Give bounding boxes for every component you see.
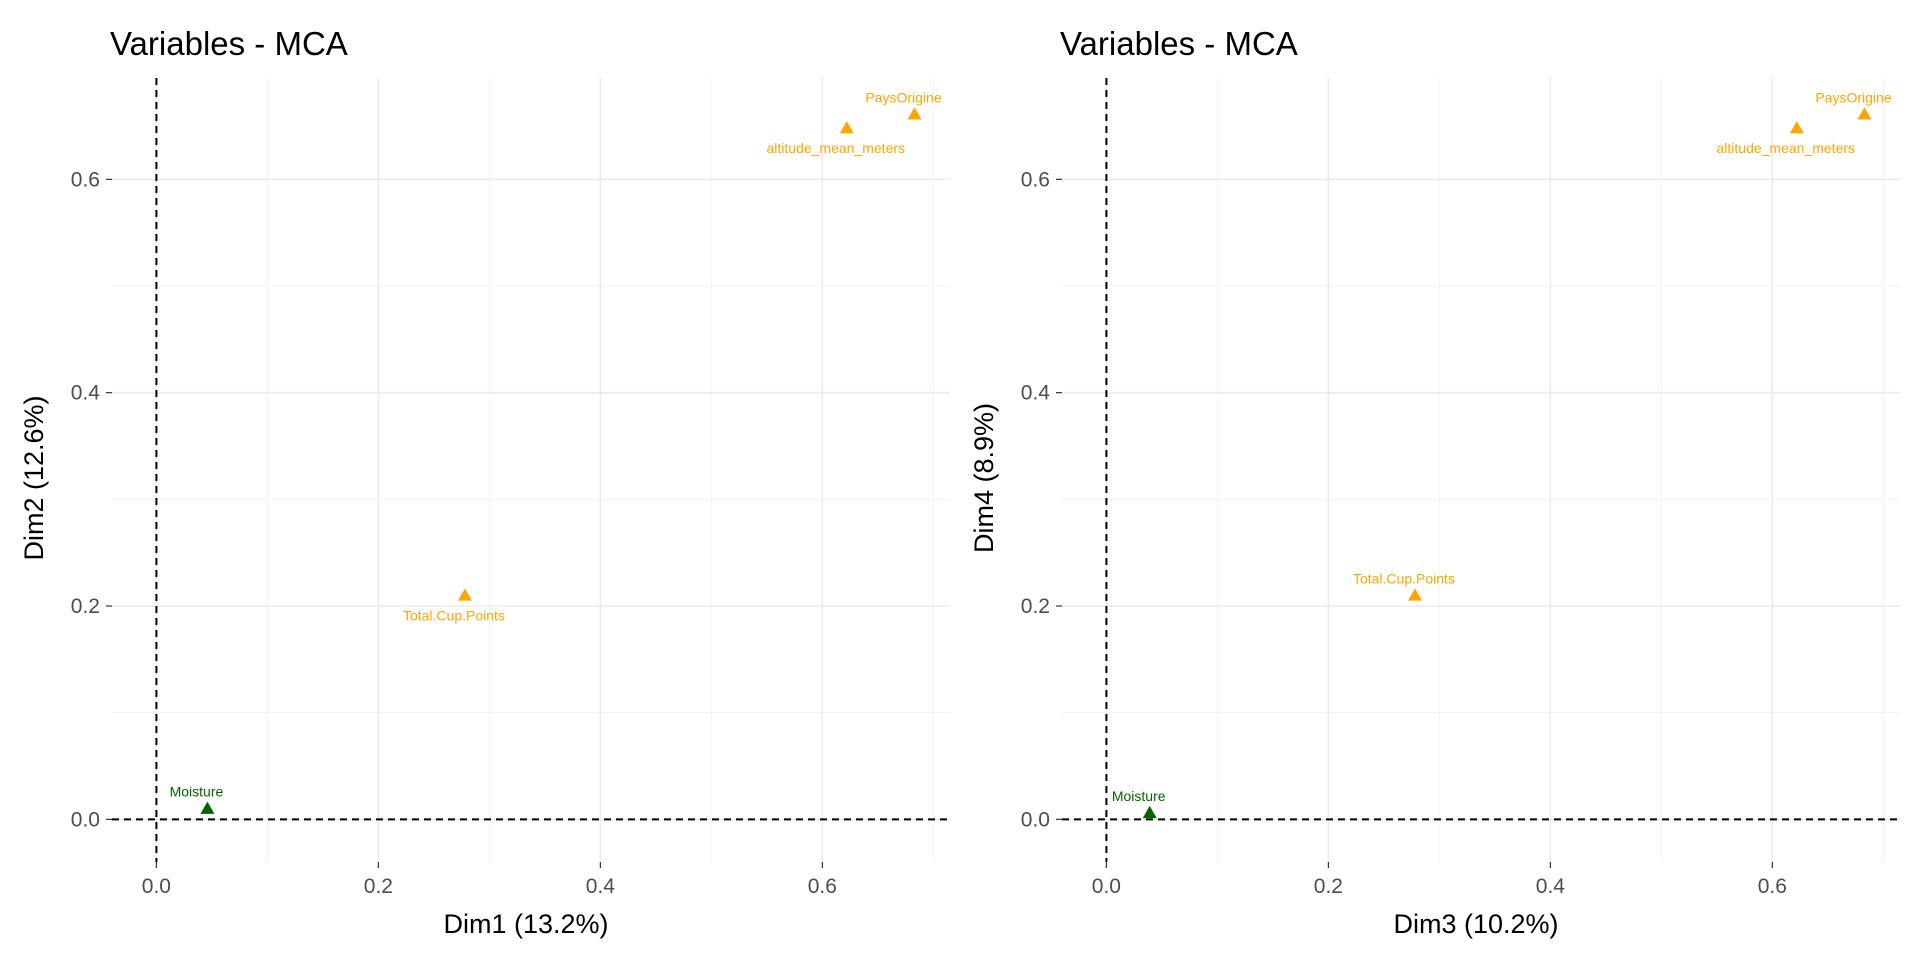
x-tick-label: 0.6 bbox=[1758, 875, 1787, 898]
x-tick-label: 0.2 bbox=[364, 875, 393, 898]
data-point-label: altitude_mean_meters bbox=[767, 140, 906, 156]
data-point-triangle bbox=[1142, 805, 1157, 819]
data-point-triangle bbox=[200, 801, 215, 814]
y-tick-label: 0.0 bbox=[71, 808, 100, 831]
data-point-triangle bbox=[457, 588, 472, 601]
chart-title: Variables - MCA bbox=[1060, 25, 1298, 62]
data-point-label: PaysOrigine bbox=[865, 89, 941, 105]
x-tick-label: 0.0 bbox=[1092, 875, 1121, 898]
y-tick-label: 0.2 bbox=[1021, 595, 1050, 618]
data-point-label: altitude_mean_meters bbox=[1717, 140, 1856, 156]
x-tick-label: 0.0 bbox=[142, 875, 171, 898]
y-tick-label: 0.6 bbox=[1021, 168, 1050, 191]
data-point-label: Total.Cup.Points bbox=[403, 607, 505, 623]
data-point-label: PaysOrigine bbox=[1815, 89, 1891, 105]
data-point-triangle bbox=[907, 107, 922, 120]
chart-title: Variables - MCA bbox=[110, 25, 348, 62]
y-axis-title: Dim4 (8.9%) bbox=[969, 403, 999, 553]
data-point-triangle bbox=[839, 121, 854, 134]
y-tick-label: 0.6 bbox=[71, 168, 100, 191]
data-point-label: Moisture bbox=[170, 784, 224, 800]
x-axis-title: Dim1 (13.2%) bbox=[443, 909, 608, 939]
data-point-label: Total.Cup.Points bbox=[1353, 570, 1455, 586]
x-tick-label: 0.2 bbox=[1314, 875, 1343, 898]
data-point-triangle bbox=[1857, 107, 1872, 120]
y-axis-title: Dim2 (12.6%) bbox=[19, 395, 49, 560]
y-tick-label: 0.4 bbox=[71, 382, 101, 405]
data-point-triangle bbox=[1407, 588, 1422, 601]
y-tick-label: 0.4 bbox=[1021, 382, 1051, 405]
x-tick-label: 0.4 bbox=[1536, 875, 1566, 898]
data-point-triangle bbox=[1789, 121, 1804, 134]
y-tick-label: 0.0 bbox=[1021, 808, 1050, 831]
x-axis-title: Dim3 (10.2%) bbox=[1393, 909, 1558, 939]
x-tick-label: 0.4 bbox=[586, 875, 616, 898]
x-tick-label: 0.6 bbox=[808, 875, 837, 898]
y-tick-label: 0.2 bbox=[71, 595, 100, 618]
data-point-label: Moisture bbox=[1112, 788, 1166, 804]
